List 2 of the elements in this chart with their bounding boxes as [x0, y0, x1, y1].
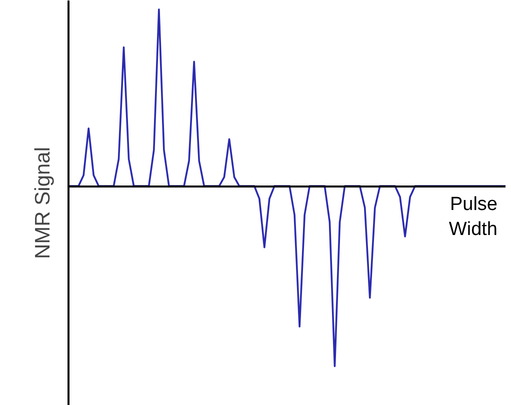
y-axis-title: NMR Signal: [32, 146, 54, 260]
x-axis-title: Pulse Width: [448, 194, 498, 240]
